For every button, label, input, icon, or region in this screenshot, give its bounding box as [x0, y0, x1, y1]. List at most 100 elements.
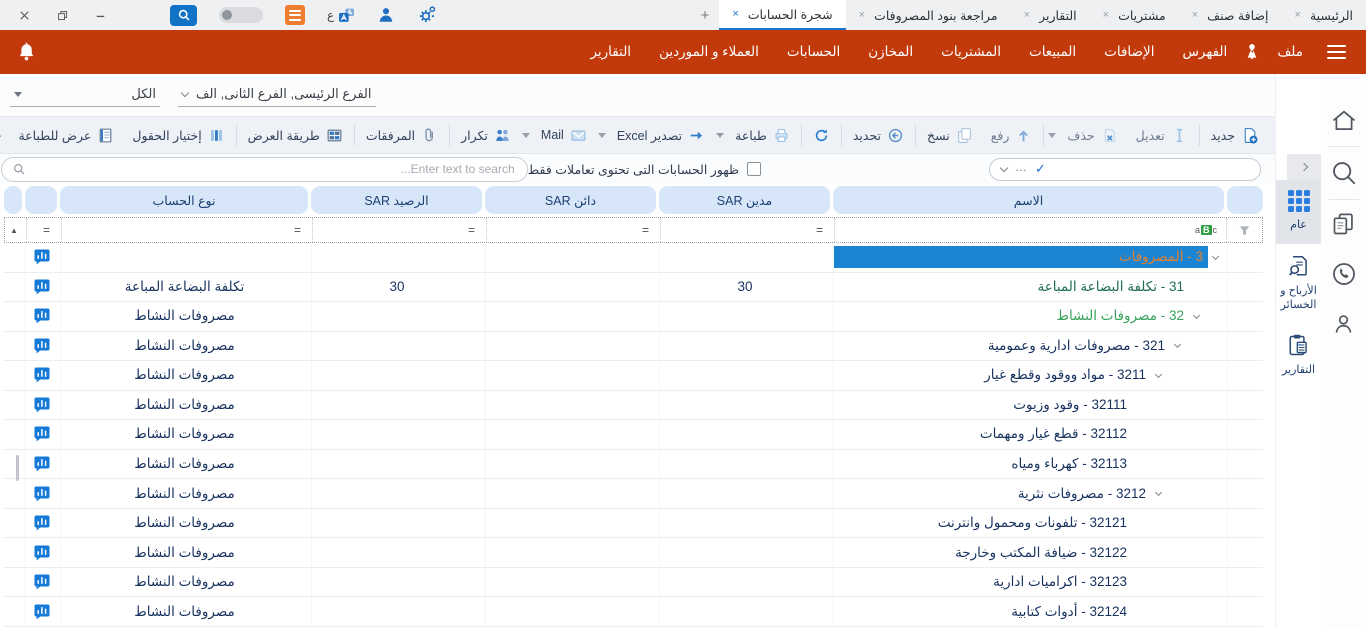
- row-analytics-chat-icon[interactable]: [25, 331, 57, 361]
- tree-expander-icon[interactable]: [1151, 370, 1165, 378]
- minimize-window-icon[interactable]: [92, 7, 108, 23]
- tab-active[interactable]: شجرة الحسابات ×: [719, 0, 846, 30]
- filter-cell-type[interactable]: =: [61, 218, 309, 242]
- filter-operator-icon[interactable]: =: [467, 223, 475, 237]
- menu-item[interactable]: المبيعات: [1028, 44, 1077, 59]
- dropdown-caret-icon[interactable]: [1048, 133, 1057, 142]
- rail-person-icon[interactable]: [1330, 299, 1357, 348]
- toolbar-button-duplicate[interactable]: تكرار: [452, 117, 520, 153]
- table-row[interactable]: 32112 - قطع غيار ومهمات مصروفات النشاط: [4, 420, 1263, 450]
- notifications-bell-icon[interactable]: [12, 42, 37, 63]
- row-analytics-chat-icon[interactable]: [25, 508, 57, 538]
- table-row[interactable]: 31 - تكلفة البضاعة المباعة 30 30 تكلفة البض…: [4, 272, 1263, 303]
- tab-item[interactable]: الرئيسية ×: [1282, 0, 1366, 30]
- dropdown-caret-icon[interactable]: [521, 133, 530, 142]
- rail-whatsapp-icon[interactable]: [1330, 249, 1358, 299]
- row-analytics-chat-icon[interactable]: [25, 272, 57, 302]
- table-row[interactable]: 32111 - وقود وزيوت مصروفات النشاط: [4, 390, 1263, 421]
- user-button[interactable]: [377, 6, 395, 24]
- toolbar-button-preview[interactable]: عرض للطباعة: [10, 117, 124, 153]
- filter-cell-balance[interactable]: =: [312, 218, 483, 242]
- row-analytics-chat-icon[interactable]: [25, 243, 57, 272]
- toolbar-button-delete[interactable]: حذف: [1058, 117, 1126, 153]
- toolbar-button-attach[interactable]: المرفقات: [357, 117, 447, 153]
- row-analytics-chat-icon[interactable]: [25, 390, 57, 420]
- column-header-name[interactable]: الاسم: [833, 186, 1224, 214]
- toolbar-button-select[interactable]: تحديد: [844, 117, 913, 153]
- tree-expander-icon[interactable]: [1170, 341, 1184, 349]
- filter-operator-icon[interactable]: =: [815, 223, 823, 237]
- account-name-cell[interactable]: 32124 - أدوات كتابية: [833, 597, 1224, 626]
- row-analytics-chat-icon[interactable]: [25, 420, 57, 449]
- transactions-only-filter[interactable]: ظهور الحسابات التى تحتوى تعاملات فقط: [528, 162, 761, 177]
- toolbar-collapse-chevron[interactable]: [0, 128, 10, 142]
- row-analytics-chat-icon[interactable]: [25, 361, 57, 390]
- tree-expander-icon[interactable]: [1208, 252, 1222, 260]
- toolbar-button-export[interactable]: تصدير Excel: [608, 117, 714, 153]
- toolbar-button-viewmode[interactable]: طريقة العرض: [239, 117, 352, 153]
- toolbar-button-mail[interactable]: Mail: [532, 117, 596, 153]
- refresh-button[interactable]: [804, 117, 839, 153]
- account-name-cell[interactable]: 32 - مصروفات النشاط: [833, 302, 1224, 331]
- scrollbar-thumb[interactable]: [16, 455, 19, 481]
- filter-operator-icon[interactable]: =: [42, 223, 50, 237]
- restore-window-icon[interactable]: [54, 7, 70, 23]
- dropdown-caret-icon[interactable]: [597, 133, 606, 142]
- account-name-cell[interactable]: 31 - تكلفة البضاعة المباعة: [833, 272, 1224, 302]
- rail-search-icon[interactable]: [1329, 147, 1359, 199]
- toolbar-button-edit[interactable]: تعديل: [1127, 117, 1197, 153]
- sidebar-tab-reports[interactable]: التقارير: [1276, 323, 1321, 389]
- column-header-debit[interactable]: مدين SAR: [659, 186, 830, 214]
- account-name-cell[interactable]: 32122 - ضيافة المكتب وخارجة: [833, 538, 1224, 567]
- new-tab-button[interactable]: +: [700, 6, 710, 24]
- column-header-type[interactable]: نوع الحساب: [60, 186, 308, 214]
- account-name-cell[interactable]: 32123 - اكراميات ادارية: [833, 567, 1224, 597]
- toggle-switch[interactable]: [219, 7, 263, 23]
- row-analytics-chat-icon[interactable]: [25, 479, 57, 508]
- menu-item[interactable]: التقارير: [590, 44, 632, 59]
- table-row[interactable]: 32123 - اكراميات ادارية مصروفات النشاط: [4, 567, 1263, 598]
- sidebar-collapse-button[interactable]: [1287, 154, 1321, 180]
- tab-close-icon[interactable]: ×: [1023, 9, 1031, 21]
- filter-operator-icon[interactable]: =: [641, 223, 649, 237]
- search-input[interactable]: [33, 161, 517, 177]
- account-name-cell[interactable]: 3211 - مواد ووقود وقطع غيار: [833, 361, 1224, 390]
- account-name-cell[interactable]: 321 - مصروفات ادارية وعمومية: [833, 331, 1224, 361]
- account-name-cell[interactable]: 3 - المصروفات: [833, 243, 1224, 272]
- table-row[interactable]: 32 - مصروفات النشاط مصروفات النشاط: [4, 302, 1263, 332]
- dropdown-caret-icon[interactable]: [716, 133, 725, 142]
- menu-item[interactable]: ملف: [1277, 44, 1303, 59]
- transactions-only-checkbox[interactable]: [747, 162, 761, 176]
- menu-button[interactable]: [285, 5, 305, 25]
- table-row[interactable]: 321 - مصروفات ادارية وعمومية مصروفات النش…: [4, 331, 1263, 362]
- row-analytics-chat-icon[interactable]: [25, 538, 57, 567]
- tab-close-icon[interactable]: ×: [1102, 9, 1110, 21]
- rail-home-icon[interactable]: [1330, 96, 1358, 146]
- filter-cell-debit[interactable]: =: [660, 218, 831, 242]
- table-row[interactable]: 32113 - كهرباء ومياه مصروفات النشاط: [4, 449, 1263, 480]
- tab-item[interactable]: مشتريات ×: [1090, 0, 1179, 30]
- row-analytics-chat-icon[interactable]: [25, 302, 57, 331]
- tab-item[interactable]: إضافة صنف ×: [1179, 0, 1282, 30]
- rail-documents-icon[interactable]: [1330, 200, 1357, 249]
- tree-expander-icon[interactable]: [1189, 311, 1203, 319]
- tab-close-icon[interactable]: ×: [732, 8, 739, 20]
- language-switch[interactable]: ع: [327, 7, 355, 24]
- account-name-cell[interactable]: 32121 - تلفونات ومحمول وانترنت: [833, 508, 1224, 538]
- menu-item[interactable]: الفهرس: [1182, 44, 1228, 59]
- tab-close-icon[interactable]: ×: [1294, 9, 1301, 21]
- table-row[interactable]: 3 - المصروفات: [4, 243, 1263, 273]
- table-row[interactable]: 32124 - أدوات كتابية مصروفات النشاط: [4, 597, 1263, 627]
- toolbar-button-copy[interactable]: نسخ: [918, 117, 982, 153]
- sidebar-tab-grid[interactable]: عام: [1276, 180, 1321, 244]
- hamburger-icon[interactable]: [1317, 44, 1354, 60]
- filter-funnel-cell[interactable]: [1226, 218, 1262, 242]
- filter-cell-indicator[interactable]: ▲: [5, 218, 23, 242]
- toolbar-button-upload[interactable]: رفع: [982, 117, 1042, 153]
- account-name-cell[interactable]: 32113 - كهرباء ومياه: [833, 449, 1224, 479]
- scope-filter-combo[interactable]: الكل: [10, 84, 160, 107]
- menu-item[interactable]: الحسابات: [786, 44, 841, 59]
- table-row[interactable]: 32121 - تلفونات ومحمول وانترنت مصروفات ال…: [4, 508, 1263, 539]
